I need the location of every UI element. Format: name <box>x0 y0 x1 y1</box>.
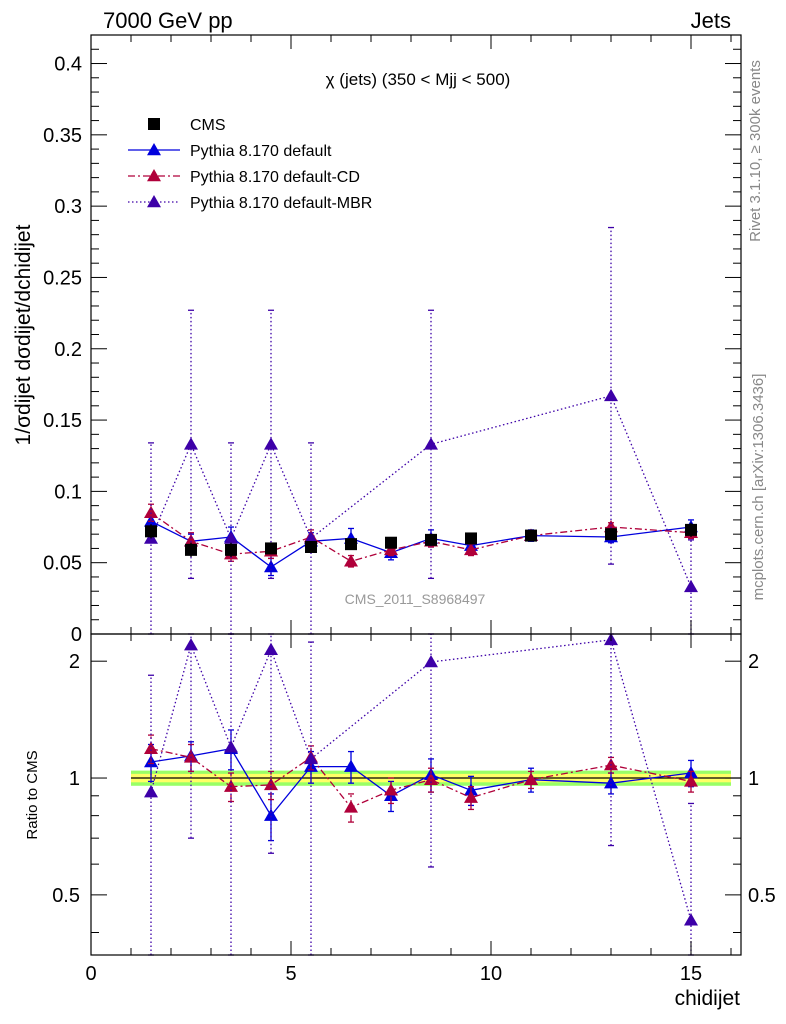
legend-marker-default <box>147 143 161 156</box>
cms-point <box>685 523 697 536</box>
cd-point <box>344 800 358 813</box>
y-tick-label-right: 2 <box>748 651 759 673</box>
main-y-axis-label: 1/σdijet dσdijet/dchidijet <box>12 224 35 445</box>
y-tick-label: 0.4 <box>54 54 82 76</box>
legend-label-default: Pythia 8.170 default <box>190 143 332 160</box>
cms-point <box>465 532 477 545</box>
cms-point <box>265 542 277 555</box>
y-tick-label: 0.5 <box>52 885 80 907</box>
mbr-point <box>184 437 198 450</box>
x-tick-label: 0 <box>85 963 96 985</box>
legend-marker-cd <box>147 169 161 182</box>
y-tick-label: 2 <box>69 651 80 673</box>
y-tick-label: 0.2 <box>54 339 82 361</box>
default-line <box>150 747 692 817</box>
cd-line <box>150 512 692 563</box>
cms-point <box>605 528 617 541</box>
x-tick-label: 5 <box>285 963 296 985</box>
cd-point <box>184 750 198 763</box>
mbr-point <box>144 785 158 798</box>
legend-marker-cms <box>148 118 160 130</box>
y-tick-label-right: 1 <box>748 768 759 790</box>
cd-point <box>384 783 398 796</box>
cd-point <box>184 534 198 547</box>
mbr-point <box>304 531 318 544</box>
cms-point <box>425 533 437 546</box>
ratio-panel: 0 5 10 15 0.5 0.5 1 1 2 2 Ratio to CMS chidijet <box>24 632 776 1010</box>
cd-point <box>684 774 698 787</box>
mbr-point <box>684 579 698 593</box>
mbr-line <box>150 395 692 588</box>
x-tick-label: 10 <box>480 963 502 985</box>
y-tick-label: 1 <box>69 768 80 790</box>
legend: CMS Pythia 8.170 default Pythia 8.170 defa… <box>128 117 372 212</box>
mbr-point <box>224 531 238 544</box>
mbr-point <box>424 655 438 668</box>
header-right: Jets <box>691 8 731 33</box>
cms-point <box>305 541 317 554</box>
mbr-point <box>264 642 278 656</box>
mbr-point <box>424 437 438 450</box>
mbr-line <box>150 639 692 921</box>
mbr-point <box>604 388 618 402</box>
y-tick-label: 0.15 <box>43 410 82 432</box>
y-tick-label: 0.3 <box>54 196 82 218</box>
y-tick-label: 0.25 <box>43 267 82 289</box>
y-tick-label: 0.35 <box>43 125 82 147</box>
mbr-point <box>304 751 318 765</box>
cms-point <box>185 543 197 556</box>
ratio-frame <box>90 633 742 956</box>
cms-point <box>385 536 397 549</box>
x-tick-label: 15 <box>680 963 702 985</box>
cd-point <box>524 772 538 785</box>
cd-point <box>464 542 478 556</box>
legend-label-cd: Pythia 8.170 default-CD <box>190 169 360 186</box>
source-label: mcplots.cern.ch [arXiv:1306.3436] <box>750 374 767 601</box>
default-line <box>150 520 692 568</box>
watermark: CMS_2011_S8968497 <box>345 591 486 607</box>
cd-point <box>144 741 158 754</box>
cd-point <box>384 542 398 556</box>
cms-point <box>525 529 537 542</box>
rivet-label: Rivet 3.1.10, ≥ 300k events <box>747 60 764 242</box>
mbr-point <box>184 638 198 651</box>
main-panel: χ (jets) (350 < Mjj < 500) CMS_2011_S896… <box>12 34 742 646</box>
y-tick-label-right: 0.5 <box>748 885 776 907</box>
mbr-point <box>224 740 238 753</box>
y-tick-label: 0.05 <box>43 553 82 575</box>
main-title: χ (jets) (350 < Mjj < 500) <box>326 70 511 89</box>
cms-point <box>225 543 237 556</box>
default-point <box>344 759 358 772</box>
mbr-point <box>264 437 278 450</box>
y-tick-label-zero: 0 <box>71 624 82 646</box>
y-tick-label: 0.1 <box>54 481 82 503</box>
legend-label-cms: CMS <box>190 117 226 134</box>
x-axis-label: chidijet <box>675 987 741 1010</box>
cd-point <box>344 554 358 567</box>
legend-marker-mbr <box>147 195 161 208</box>
default-point <box>264 808 278 821</box>
default-point <box>604 776 618 789</box>
cms-point <box>145 525 157 538</box>
header-left: 7000 GeV pp <box>103 8 233 33</box>
mbr-point <box>684 913 698 926</box>
ratio-y-axis-label: Ratio to CMS <box>24 750 41 839</box>
cms-point <box>345 538 357 551</box>
legend-label-mbr: Pythia 8.170 default-MBR <box>190 195 372 212</box>
cd-point <box>464 790 478 803</box>
cd-point <box>144 505 158 519</box>
